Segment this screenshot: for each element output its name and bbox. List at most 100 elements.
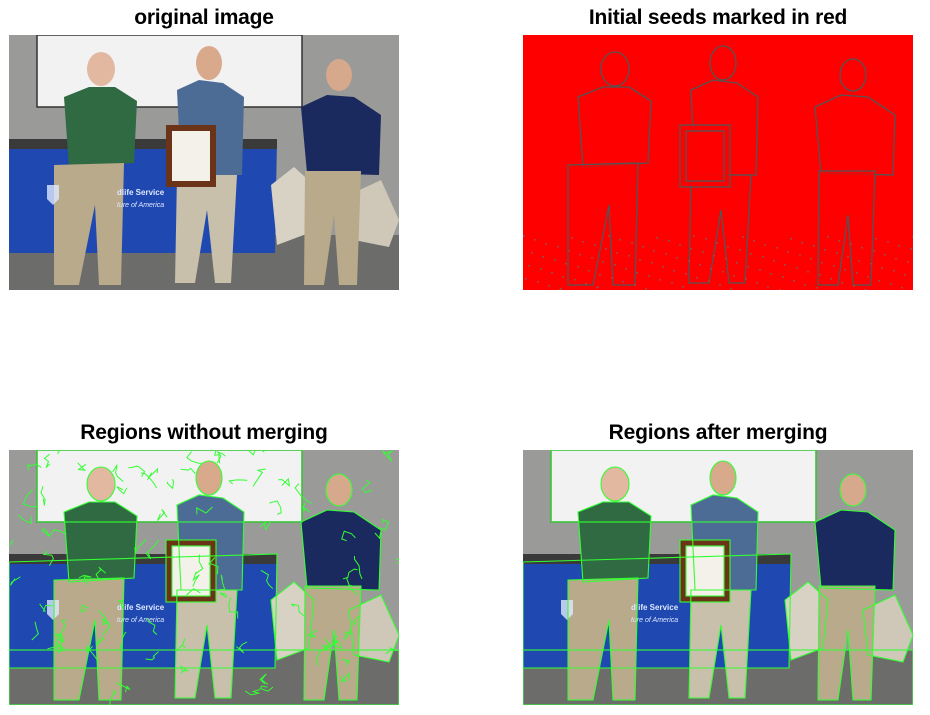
seed-speckle [679, 244, 681, 246]
scene-p2-head [710, 461, 736, 495]
region-fragment [302, 502, 311, 513]
seed-speckle [577, 266, 579, 268]
region-fragment [385, 647, 399, 655]
region-fragment [228, 479, 248, 485]
banner-text: dlife Service [631, 603, 679, 612]
region-fragment [196, 506, 213, 515]
seed-speckle [784, 264, 786, 266]
banner-text: dlife Service [117, 188, 165, 197]
seed-speckle [602, 261, 604, 263]
region-fragment [112, 464, 124, 482]
seed-speckle [548, 285, 550, 287]
region-outline [270, 581, 315, 661]
seed-speckle [659, 279, 661, 281]
photo-scene: dlife Service ture of America [9, 35, 399, 290]
region-fragment [186, 588, 201, 596]
seed-speckle [833, 265, 835, 267]
seed-speckle [557, 246, 559, 248]
seed-speckle [719, 284, 721, 286]
scene-boulder [271, 167, 314, 245]
scene-plaque-row [9, 139, 277, 149]
seed-speckle [608, 235, 610, 237]
banner-text: dlife Service [117, 603, 165, 612]
region-fragment [56, 632, 64, 652]
region-fragment [31, 621, 39, 641]
seed-speckle [767, 286, 769, 288]
region-fragment [341, 530, 356, 542]
seed-speckle [693, 235, 695, 237]
seed-speckle [713, 255, 715, 257]
seed-speckle [571, 237, 573, 239]
region-fragment [186, 451, 202, 464]
scene-p1-shirt [578, 502, 651, 582]
scene-p2-certificate [172, 131, 210, 181]
region-fragment [354, 556, 363, 580]
seed-speckle [770, 273, 772, 275]
scene-p2-head [196, 46, 222, 80]
region-fragment [43, 453, 51, 468]
scene-p2-certificate [685, 130, 725, 182]
panel-title: Initial seeds marked in red [588, 6, 848, 29]
seed-speckle [878, 280, 880, 282]
seed-scene [523, 35, 913, 290]
scene-boulder [785, 167, 828, 245]
seed-speckle [898, 245, 900, 247]
seed-speckle [893, 270, 895, 272]
seed-speckle [912, 236, 913, 238]
seed-speckle [634, 284, 636, 286]
region-fragment [180, 467, 196, 475]
region-fragment [278, 477, 291, 487]
region-fragment [42, 551, 54, 566]
seed-speckle [861, 247, 863, 249]
region-fragment [146, 617, 158, 635]
seed-speckle [525, 278, 527, 280]
seed-speckle [779, 289, 781, 290]
seed-speckle [665, 253, 667, 255]
region-fragment [147, 467, 159, 481]
panel-title: Regions without merging [80, 421, 328, 444]
region-fragment [219, 592, 228, 598]
region-outline [348, 594, 399, 663]
region-outline [523, 649, 913, 705]
seed-speckle [710, 268, 712, 270]
seed-speckle [568, 250, 570, 252]
seed-speckle [614, 264, 616, 266]
seed-speckle [756, 282, 758, 284]
region-fragment [58, 619, 67, 637]
region-fragment [195, 554, 204, 575]
seed-speckle [753, 240, 755, 242]
region-fragment [27, 463, 42, 471]
region-fragment [180, 665, 189, 674]
seed-speckle [844, 269, 846, 271]
regions-unmerged-image: dlife Service ture of America [9, 450, 399, 705]
region-fragment [80, 604, 89, 613]
region-fragment [17, 514, 32, 524]
region-fragment [344, 628, 354, 641]
seed-speckle [807, 271, 809, 273]
region-fragment [259, 685, 274, 692]
scene-p2-pants [175, 590, 237, 698]
region-fragment [109, 689, 116, 705]
region-fragment [145, 651, 159, 661]
scene-p3-shirt [815, 510, 895, 590]
seed-speckle [534, 239, 536, 241]
seed-speckle [759, 269, 761, 271]
logo-icon [47, 185, 59, 205]
region-fragment [175, 638, 187, 652]
seed-speckle [588, 270, 590, 272]
seed-speckle [625, 268, 627, 270]
region-fragment [118, 599, 124, 609]
seed-speckle [651, 262, 653, 264]
seed-speckle [619, 239, 621, 241]
seed-speckle [910, 248, 912, 250]
region-fragment [374, 532, 382, 540]
region-fragment [40, 485, 46, 506]
seed-speckle [836, 252, 838, 254]
region-fragment [346, 577, 359, 596]
seed-speckle [648, 275, 650, 277]
scene-p1-head [600, 51, 630, 87]
seed-speckle [699, 264, 701, 266]
region-fragment [192, 571, 200, 587]
scene-p3-pants [817, 170, 876, 286]
seed-speckle [702, 251, 704, 253]
